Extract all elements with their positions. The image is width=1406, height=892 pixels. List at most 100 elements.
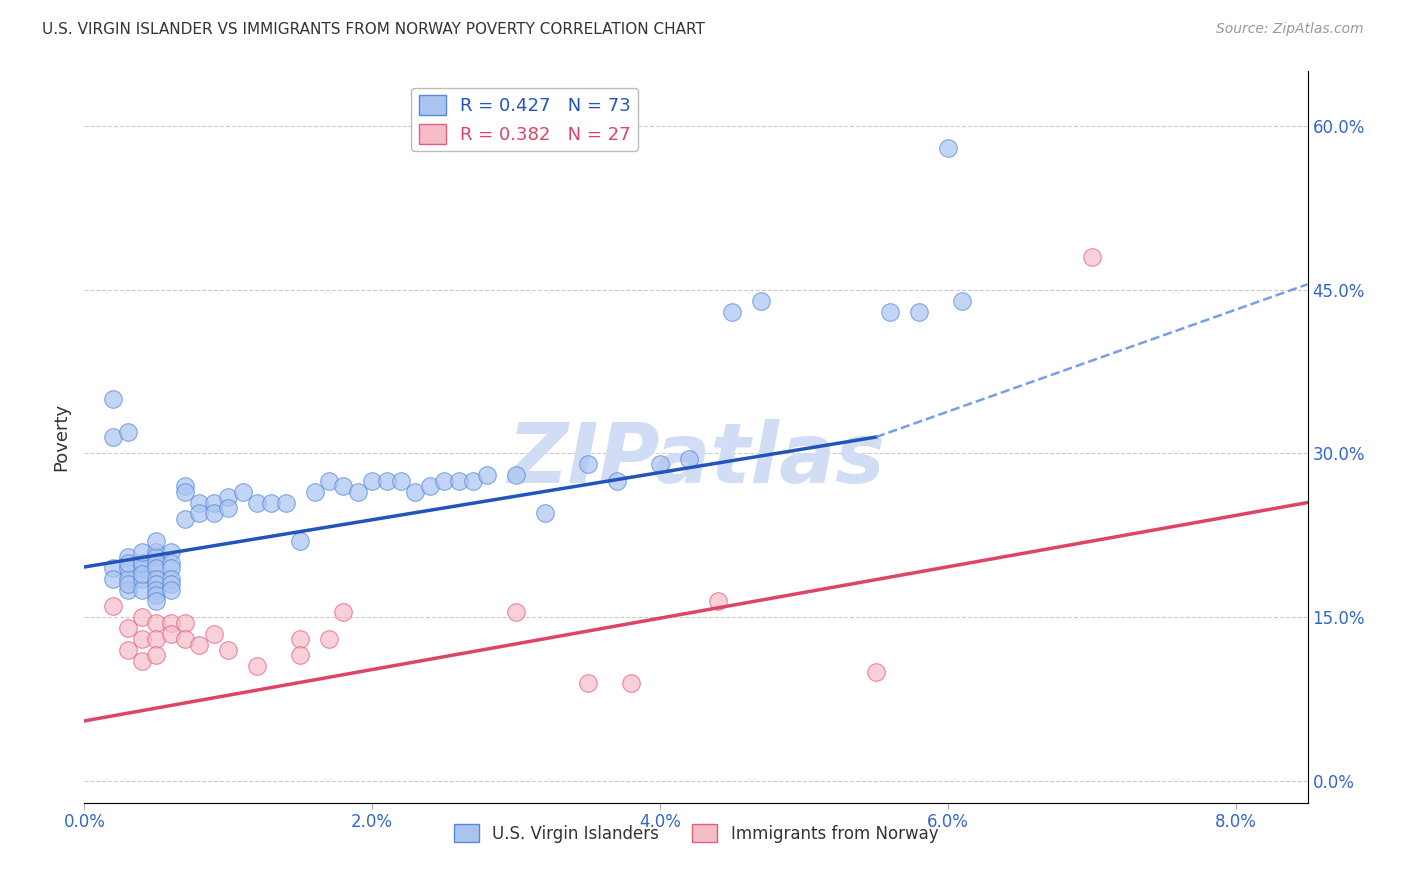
Point [131, 556, 153, 570]
Point [101, 572, 124, 586]
Point [332, 605, 354, 619]
Y-axis label: Poverty: Poverty [52, 403, 70, 471]
Point [174, 512, 197, 526]
Point [202, 507, 225, 521]
Point [936, 141, 959, 155]
Point [131, 556, 153, 570]
Point [447, 474, 470, 488]
Point [188, 638, 211, 652]
Point [174, 632, 197, 646]
Point [1080, 250, 1102, 264]
Point [145, 561, 167, 575]
Point [749, 293, 772, 308]
Point [117, 643, 139, 657]
Point [117, 425, 139, 439]
Point [159, 626, 181, 640]
Point [202, 626, 225, 640]
Point [606, 474, 628, 488]
Point [145, 572, 167, 586]
Point [721, 304, 744, 318]
Point [246, 659, 269, 673]
Point [232, 484, 254, 499]
Point [304, 484, 326, 499]
Point [217, 643, 239, 657]
Point [159, 545, 181, 559]
Point [678, 451, 700, 466]
Point [145, 588, 167, 602]
Point [101, 561, 124, 575]
Point [534, 507, 557, 521]
Point [260, 495, 283, 509]
Point [505, 468, 527, 483]
Point [117, 577, 139, 591]
Point [332, 479, 354, 493]
Point [576, 675, 599, 690]
Point [131, 610, 153, 624]
Point [131, 632, 153, 646]
Point [145, 545, 167, 559]
Point [117, 550, 139, 565]
Text: ZIPatlas: ZIPatlas [508, 418, 884, 500]
Point [318, 632, 340, 646]
Point [290, 648, 312, 663]
Point [908, 304, 931, 318]
Point [419, 479, 441, 493]
Point [101, 430, 124, 444]
Point [433, 474, 456, 488]
Point [174, 615, 197, 630]
Point [865, 665, 887, 679]
Point [117, 572, 139, 586]
Point [145, 594, 167, 608]
Point [404, 484, 426, 499]
Point [131, 566, 153, 581]
Point [145, 582, 167, 597]
Point [131, 582, 153, 597]
Point [159, 577, 181, 591]
Point [879, 304, 901, 318]
Point [117, 621, 139, 635]
Text: U.S. VIRGIN ISLANDER VS IMMIGRANTS FROM NORWAY POVERTY CORRELATION CHART: U.S. VIRGIN ISLANDER VS IMMIGRANTS FROM … [42, 22, 704, 37]
Point [131, 572, 153, 586]
Point [145, 556, 167, 570]
Point [117, 556, 139, 570]
Point [131, 545, 153, 559]
Point [145, 533, 167, 548]
Point [188, 495, 211, 509]
Point [145, 577, 167, 591]
Point [217, 501, 239, 516]
Point [159, 556, 181, 570]
Point [117, 561, 139, 575]
Point [101, 599, 124, 614]
Point [159, 561, 181, 575]
Point [290, 533, 312, 548]
Point [477, 468, 499, 483]
Point [131, 654, 153, 668]
Point [101, 392, 124, 406]
Point [461, 474, 484, 488]
Point [145, 648, 167, 663]
Point [202, 495, 225, 509]
Point [217, 490, 239, 504]
Point [505, 605, 527, 619]
Point [361, 474, 384, 488]
Point [648, 458, 671, 472]
Text: Source: ZipAtlas.com: Source: ZipAtlas.com [1216, 22, 1364, 37]
Point [145, 615, 167, 630]
Point [117, 582, 139, 597]
Point [318, 474, 340, 488]
Point [174, 484, 197, 499]
Point [174, 479, 197, 493]
Point [246, 495, 269, 509]
Point [274, 495, 297, 509]
Legend: U.S. Virgin Islanders, Immigrants from Norway: U.S. Virgin Islanders, Immigrants from N… [447, 817, 945, 849]
Point [290, 632, 312, 646]
Point [576, 458, 599, 472]
Point [375, 474, 398, 488]
Point [145, 550, 167, 565]
Point [706, 594, 728, 608]
Point [620, 675, 643, 690]
Point [950, 293, 973, 308]
Point [145, 632, 167, 646]
Point [159, 615, 181, 630]
Point [159, 582, 181, 597]
